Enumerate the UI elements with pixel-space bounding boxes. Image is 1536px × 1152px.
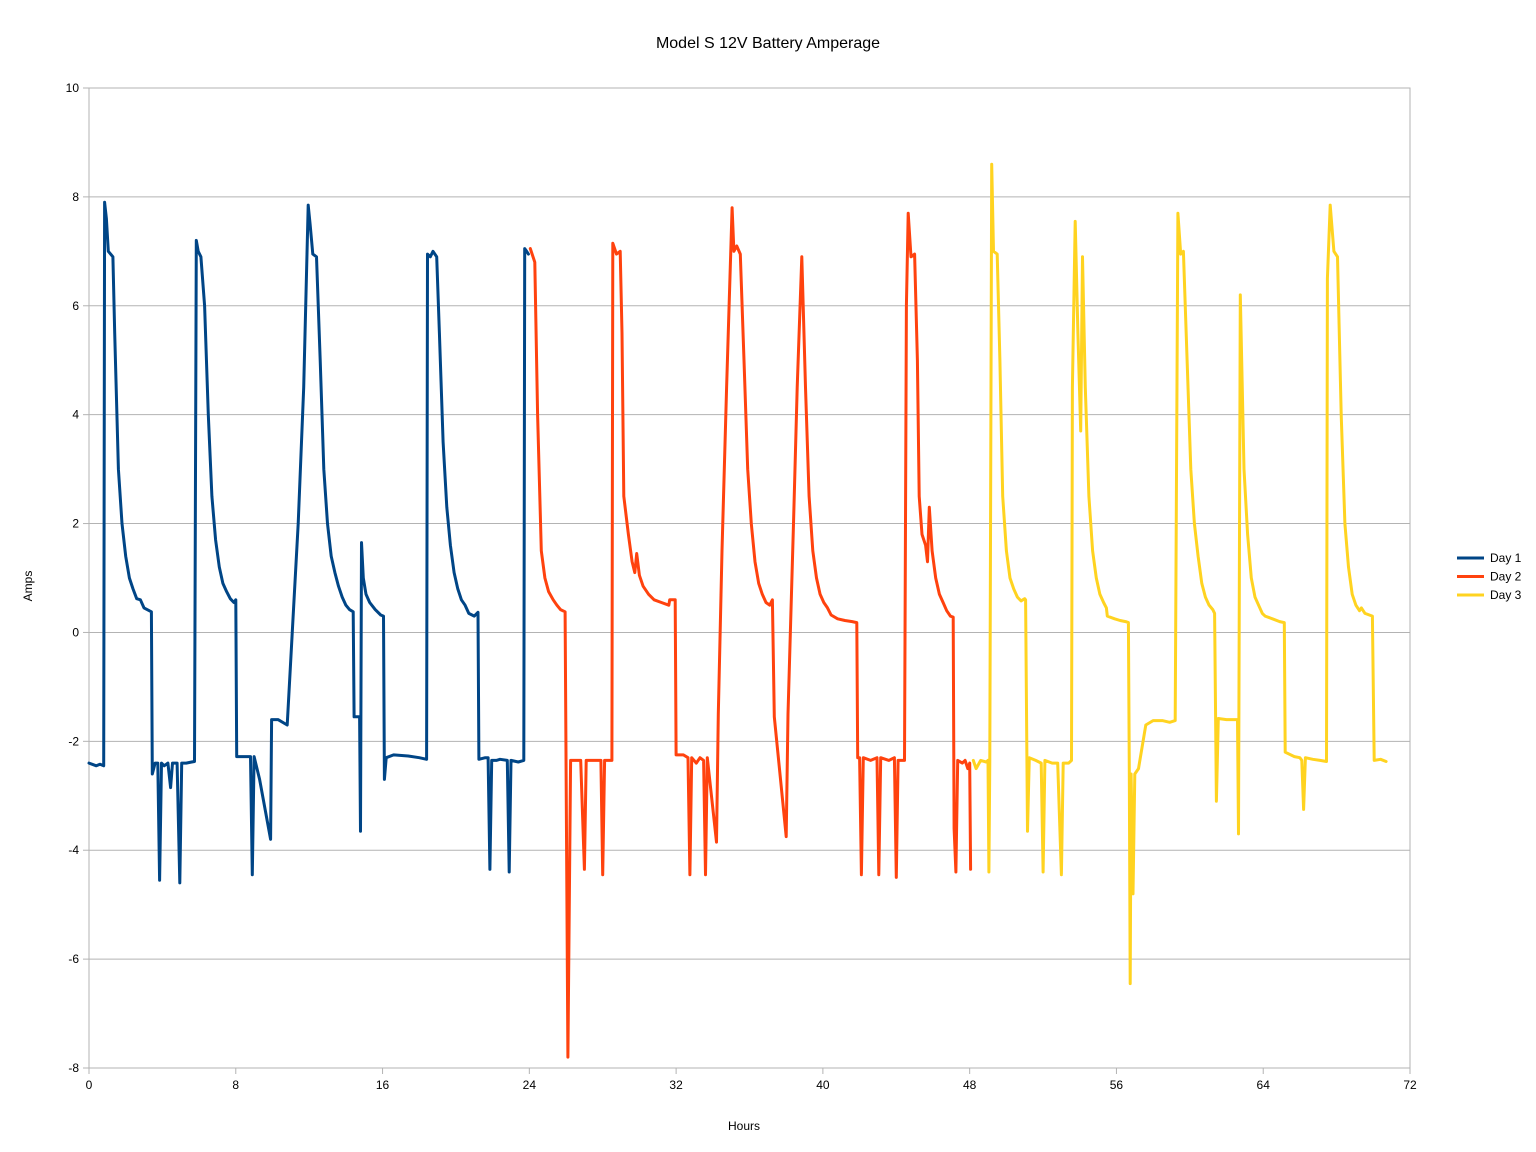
- y-tick-label: -2: [68, 734, 79, 748]
- x-tick-label: 32: [669, 1078, 683, 1092]
- x-tick-label: 56: [1110, 1078, 1124, 1092]
- y-tick-label: -6: [68, 952, 79, 966]
- x-tick-label: 48: [963, 1078, 977, 1092]
- x-tick-label: 8: [232, 1078, 239, 1092]
- x-axis-ticks: 0 8 16 24 32 40 48 56 64 72: [86, 1068, 1417, 1092]
- plot-area-border: [88, 87, 1411, 1069]
- x-tick-label: 24: [523, 1078, 537, 1092]
- series-line-day-1: [87, 200, 530, 885]
- y-tick-label: 8: [72, 190, 79, 204]
- y-tick-label: 0: [72, 625, 79, 639]
- y-tick-label: 6: [72, 299, 79, 313]
- legend-label-day-2: Day 2: [1490, 570, 1522, 584]
- y-tick-label: -4: [68, 843, 79, 857]
- legend-label-day-3: Day 3: [1490, 588, 1522, 602]
- grid-lines: [89, 87, 1410, 1069]
- x-tick-label: 40: [816, 1078, 830, 1092]
- series-lines: [87, 162, 1388, 1059]
- x-axis-label: Hours: [728, 1119, 760, 1133]
- y-tick-label: 10: [66, 81, 80, 95]
- x-tick-label: 0: [86, 1078, 93, 1092]
- y-tick-label: -8: [68, 1061, 79, 1075]
- y-axis-ticks: -8 -6 -4 -2 0 2 4 6 8 10: [66, 81, 89, 1075]
- y-axis-label: Amps: [21, 571, 35, 602]
- chart-title: Model S 12V Battery Amperage: [656, 35, 880, 52]
- y-tick-label: 2: [72, 517, 79, 531]
- legend: Day 1 Day 2 Day 3: [1457, 551, 1522, 602]
- x-tick-label: 72: [1403, 1078, 1417, 1092]
- x-tick-label: 16: [376, 1078, 390, 1092]
- series-line-day-3: [971, 162, 1388, 986]
- series-line-day-2: [528, 206, 973, 1059]
- x-tick-label: 64: [1257, 1078, 1271, 1092]
- legend-label-day-1: Day 1: [1490, 551, 1522, 565]
- y-tick-label: 4: [72, 408, 79, 422]
